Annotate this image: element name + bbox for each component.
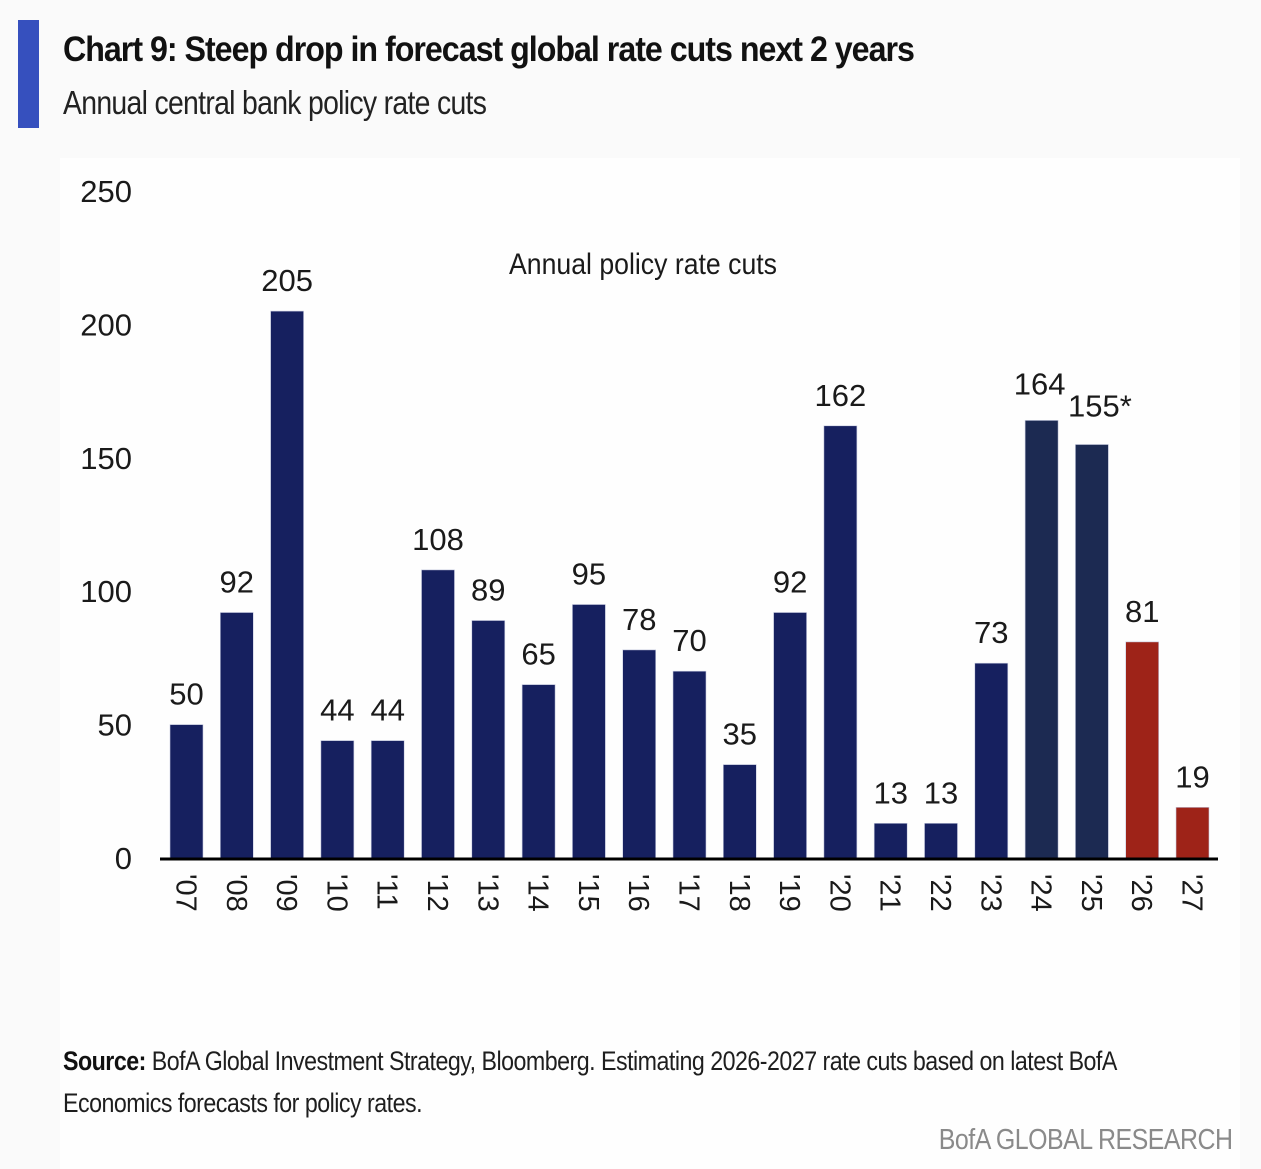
bar-19 [773,612,807,859]
x-tick-label: '26 [1125,874,1157,912]
y-tick-label: 100 [80,574,132,609]
x-tick-label: '22 [924,874,956,912]
data-label: 73 [974,615,1008,650]
bar-26 [1125,641,1159,859]
y-tick-label: 150 [80,441,132,476]
data-label: 13 [924,775,958,810]
x-tick-label: '12 [421,874,453,912]
x-tick-label: '25 [1075,874,1107,912]
data-label: 19 [1175,759,1209,794]
data-label: 81 [1125,594,1159,629]
data-label: 205 [261,263,313,298]
bar-10 [320,740,355,859]
x-tick-label: '11 [371,874,403,910]
bar-14 [521,684,556,859]
data-label: 89 [471,573,505,608]
bar-13 [471,620,506,859]
bar-20 [823,425,858,859]
bar-12 [421,569,455,859]
x-tick-label: '07 [170,874,202,912]
data-label: 78 [622,602,656,637]
x-tick-label: '09 [270,874,302,912]
x-tick-label: '19 [773,874,805,912]
data-label: 44 [370,693,404,728]
y-tick-label: 200 [80,307,132,342]
data-label: 70 [672,623,706,658]
data-label: 108 [412,522,464,557]
chart-inner-title: Annual policy rate cuts [509,248,777,281]
x-tick-label: '20 [823,874,855,912]
data-label: 92 [773,565,807,600]
data-label: 164 [1014,366,1066,401]
x-tick-label: '27 [1176,874,1208,912]
bar-09 [270,310,304,859]
source-note: Source: BofA Global Investment Strategy,… [63,1040,1181,1124]
bar-21 [873,822,908,859]
bar-22 [924,822,958,859]
x-tick-label: '18 [723,874,755,912]
data-label: 155* [1068,389,1132,424]
data-label: 95 [572,557,606,592]
x-tick-label: '16 [622,874,654,912]
bar-11 [370,740,405,859]
bar-15 [572,604,606,859]
y-tick-label: 250 [80,174,132,209]
bar-16 [622,649,657,859]
data-label: 65 [521,637,555,672]
source-label: Source: [63,1046,146,1076]
bar-08 [220,612,254,859]
chart-title: Chart 9: Steep drop in forecast global r… [63,30,915,69]
y-tick-label: 0 [115,841,132,876]
bar-17 [672,670,707,859]
data-label: 13 [873,775,907,810]
y-tick-label: 50 [98,708,132,743]
y-axis: 0 50 100 150 200 250 [80,174,132,876]
bar-07 [169,724,204,859]
bar-25 [1075,444,1109,859]
bar-18 [722,764,757,859]
title-accent-bar [18,20,39,128]
bar-24 [1024,420,1059,859]
data-label: 50 [169,677,203,712]
x-tick-label: '08 [220,874,252,912]
chart-subtitle: Annual central bank policy rate cuts [63,84,487,121]
data-label: 162 [815,378,867,413]
x-tick-label: '13 [471,874,503,912]
data-label: 44 [320,693,354,728]
data-label: 92 [220,565,254,600]
bar-23 [974,662,1009,859]
source-text: BofA Global Investment Strategy, Bloombe… [63,1046,1116,1118]
x-tick-label: '17 [673,874,705,912]
x-tick-label: '24 [1025,874,1057,912]
x-tick-label: '21 [874,874,906,912]
x-tick-label: '14 [522,874,554,912]
bar-27 [1175,806,1210,859]
x-tick-label: '23 [974,874,1006,912]
bars [169,310,1210,859]
x-tick-label: '10 [320,874,352,912]
data-label: 35 [723,717,757,752]
x-tick-label: '15 [572,874,604,912]
brand-watermark: BofA GLOBAL RESEARCH [939,1124,1233,1156]
x-axis: '07 '08 '09 '10 '11 '12 '13 '14 '15 '16 '17 '18 '19 '… [160,857,1218,912]
